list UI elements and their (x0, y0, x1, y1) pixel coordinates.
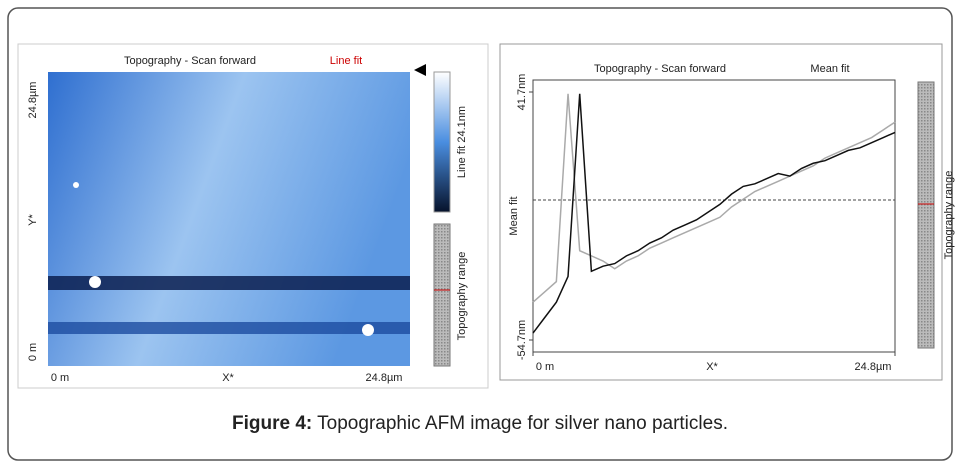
particle (73, 182, 79, 188)
caption-label: Figure 4: (232, 413, 312, 434)
y-tick-label: -54.7nm (516, 320, 528, 360)
y-label: Mean fit (508, 196, 520, 235)
y-bottom: 0 m (27, 343, 39, 361)
right-panel (499, 43, 943, 381)
plot-area (532, 79, 896, 353)
line (532, 93, 896, 303)
y-tick-label: 41.7nm (516, 74, 528, 111)
x-left: 0 m (51, 372, 69, 384)
line (532, 93, 896, 334)
range-bar (433, 223, 451, 367)
image-fit: Line fit (330, 55, 362, 67)
image-title: Topography - Scan forward (124, 55, 256, 67)
caption: Figure 4: Topographic AFM image for silv… (232, 413, 728, 434)
particle (362, 324, 374, 336)
afm-image (48, 72, 410, 366)
afm-stripe (48, 276, 410, 290)
x-mid: X* (222, 372, 234, 384)
range-bar (917, 81, 935, 349)
marker (414, 64, 426, 76)
colorbar-label: Line fit 24.1nm (456, 106, 468, 178)
caption-text: Topographic AFM image for silver nano pa… (312, 413, 728, 434)
y-mid: Y* (27, 213, 39, 225)
afm-stripe (48, 322, 410, 334)
chart-fit: Mean fit (810, 63, 849, 75)
chart-title: Topography - Scan forward (594, 63, 726, 75)
x-tick-label: 0 m (536, 361, 554, 373)
y-top: 24.8µm (27, 82, 39, 119)
range-label: Topography range (943, 171, 955, 260)
colorbar (433, 71, 451, 213)
x-right: 24.8µm (366, 372, 403, 384)
x-tick-label: 24.8µm (855, 361, 892, 373)
x-label: X* (706, 361, 718, 373)
range-label: Topography range (456, 252, 468, 341)
particle (89, 276, 101, 288)
